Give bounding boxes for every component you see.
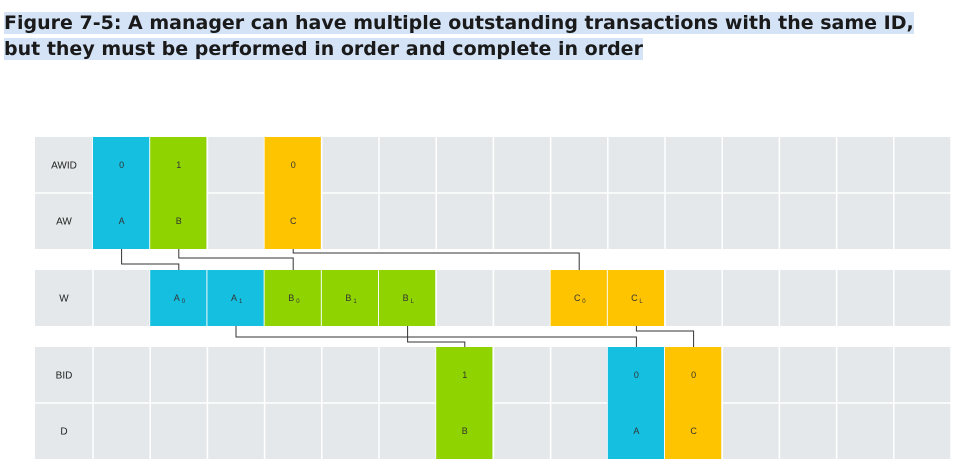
- connector-aw-a-to-w-a0: [121, 249, 180, 270]
- cell-d-b: [436, 403, 493, 459]
- cell-d-a-label: A: [633, 426, 639, 436]
- cell-w-c-l: [607, 270, 664, 326]
- row-label-d: D: [60, 427, 67, 438]
- cell-w-b-1: [321, 270, 378, 326]
- cell-aw-b: [150, 193, 207, 249]
- cell-w-c-0-subscript: 0: [582, 299, 586, 305]
- cell-awid-0-label: 0: [119, 160, 124, 170]
- cell-w-b-l-subscript: L: [411, 299, 415, 305]
- cell-w-b-0: [264, 270, 321, 326]
- cell-w-a-1-label: A: [231, 293, 237, 303]
- cell-w-a-0-label: A: [174, 293, 180, 303]
- cell-bid-0-label: 0: [691, 370, 696, 380]
- cell-layer: 0 1 0A B CA 0 A 1 B 0 B 1 B L C 0 C L1 0 0B A C: [93, 137, 722, 459]
- cell-w-b-0-label: B: [288, 293, 294, 303]
- connector-w-a1-to-bid-0-a: [235, 326, 637, 347]
- cell-w-c-0: [550, 270, 607, 326]
- row-label-bid: BID: [56, 371, 73, 382]
- cell-d-c: [665, 403, 722, 459]
- cell-bid-1-label: 1: [462, 370, 467, 380]
- connector-w-bl-to-bid-1: [407, 326, 466, 347]
- cell-w-a-0: [150, 270, 207, 326]
- cell-w-b-1-subscript: 1: [353, 299, 357, 305]
- cell-w-a-0-subscript: 0: [182, 299, 186, 305]
- cell-awid-1-label: 1: [176, 160, 181, 170]
- cell-d-b-label: B: [462, 426, 468, 436]
- row-label-w: W: [59, 294, 69, 305]
- cell-w-a-1-subscript: 1: [239, 299, 243, 305]
- cell-w-b-l-label: B: [403, 293, 409, 303]
- cell-bid-0-label: 0: [634, 370, 639, 380]
- cell-bid-0: [607, 347, 664, 403]
- row-label-aw: AW: [56, 217, 72, 228]
- row-label-awid: AWID: [51, 161, 77, 172]
- connector-w-cl-to-bid-0-c: [635, 326, 695, 347]
- cell-d-a: [607, 403, 664, 459]
- cell-w-b-1-label: B: [345, 293, 351, 303]
- cell-d-c-label: C: [690, 426, 697, 436]
- cell-awid-1: [150, 137, 207, 193]
- cell-bid-1: [436, 347, 493, 403]
- cell-aw-c-label: C: [290, 216, 297, 226]
- cell-aw-c: [264, 193, 321, 249]
- cell-w-b-l: [379, 270, 436, 326]
- cell-awid-0: [93, 137, 150, 193]
- cell-bid-0: [665, 347, 722, 403]
- cell-w-c-l-subscript: L: [639, 299, 643, 305]
- connector-layer: [121, 249, 695, 347]
- connector-aw-c-to-w-c0: [292, 249, 580, 270]
- grid-layer: [35, 137, 952, 459]
- figure-title: Figure 7-5: A manager can have multiple …: [4, 10, 954, 62]
- cell-w-a-1: [207, 270, 264, 326]
- cell-w-c-0-label: C: [574, 293, 581, 303]
- cell-awid-0-label: 0: [291, 160, 296, 170]
- row-label-layer: AWID AW W BID D: [51, 161, 77, 438]
- cell-aw-a: [93, 193, 150, 249]
- cell-aw-b-label: B: [176, 216, 182, 226]
- cell-w-b-0-subscript: 0: [296, 299, 300, 305]
- cell-aw-a-label: A: [119, 216, 125, 226]
- connector-aw-b-to-w-b0: [178, 249, 294, 270]
- cell-awid-0: [264, 137, 321, 193]
- cell-w-c-l-label: C: [631, 293, 638, 303]
